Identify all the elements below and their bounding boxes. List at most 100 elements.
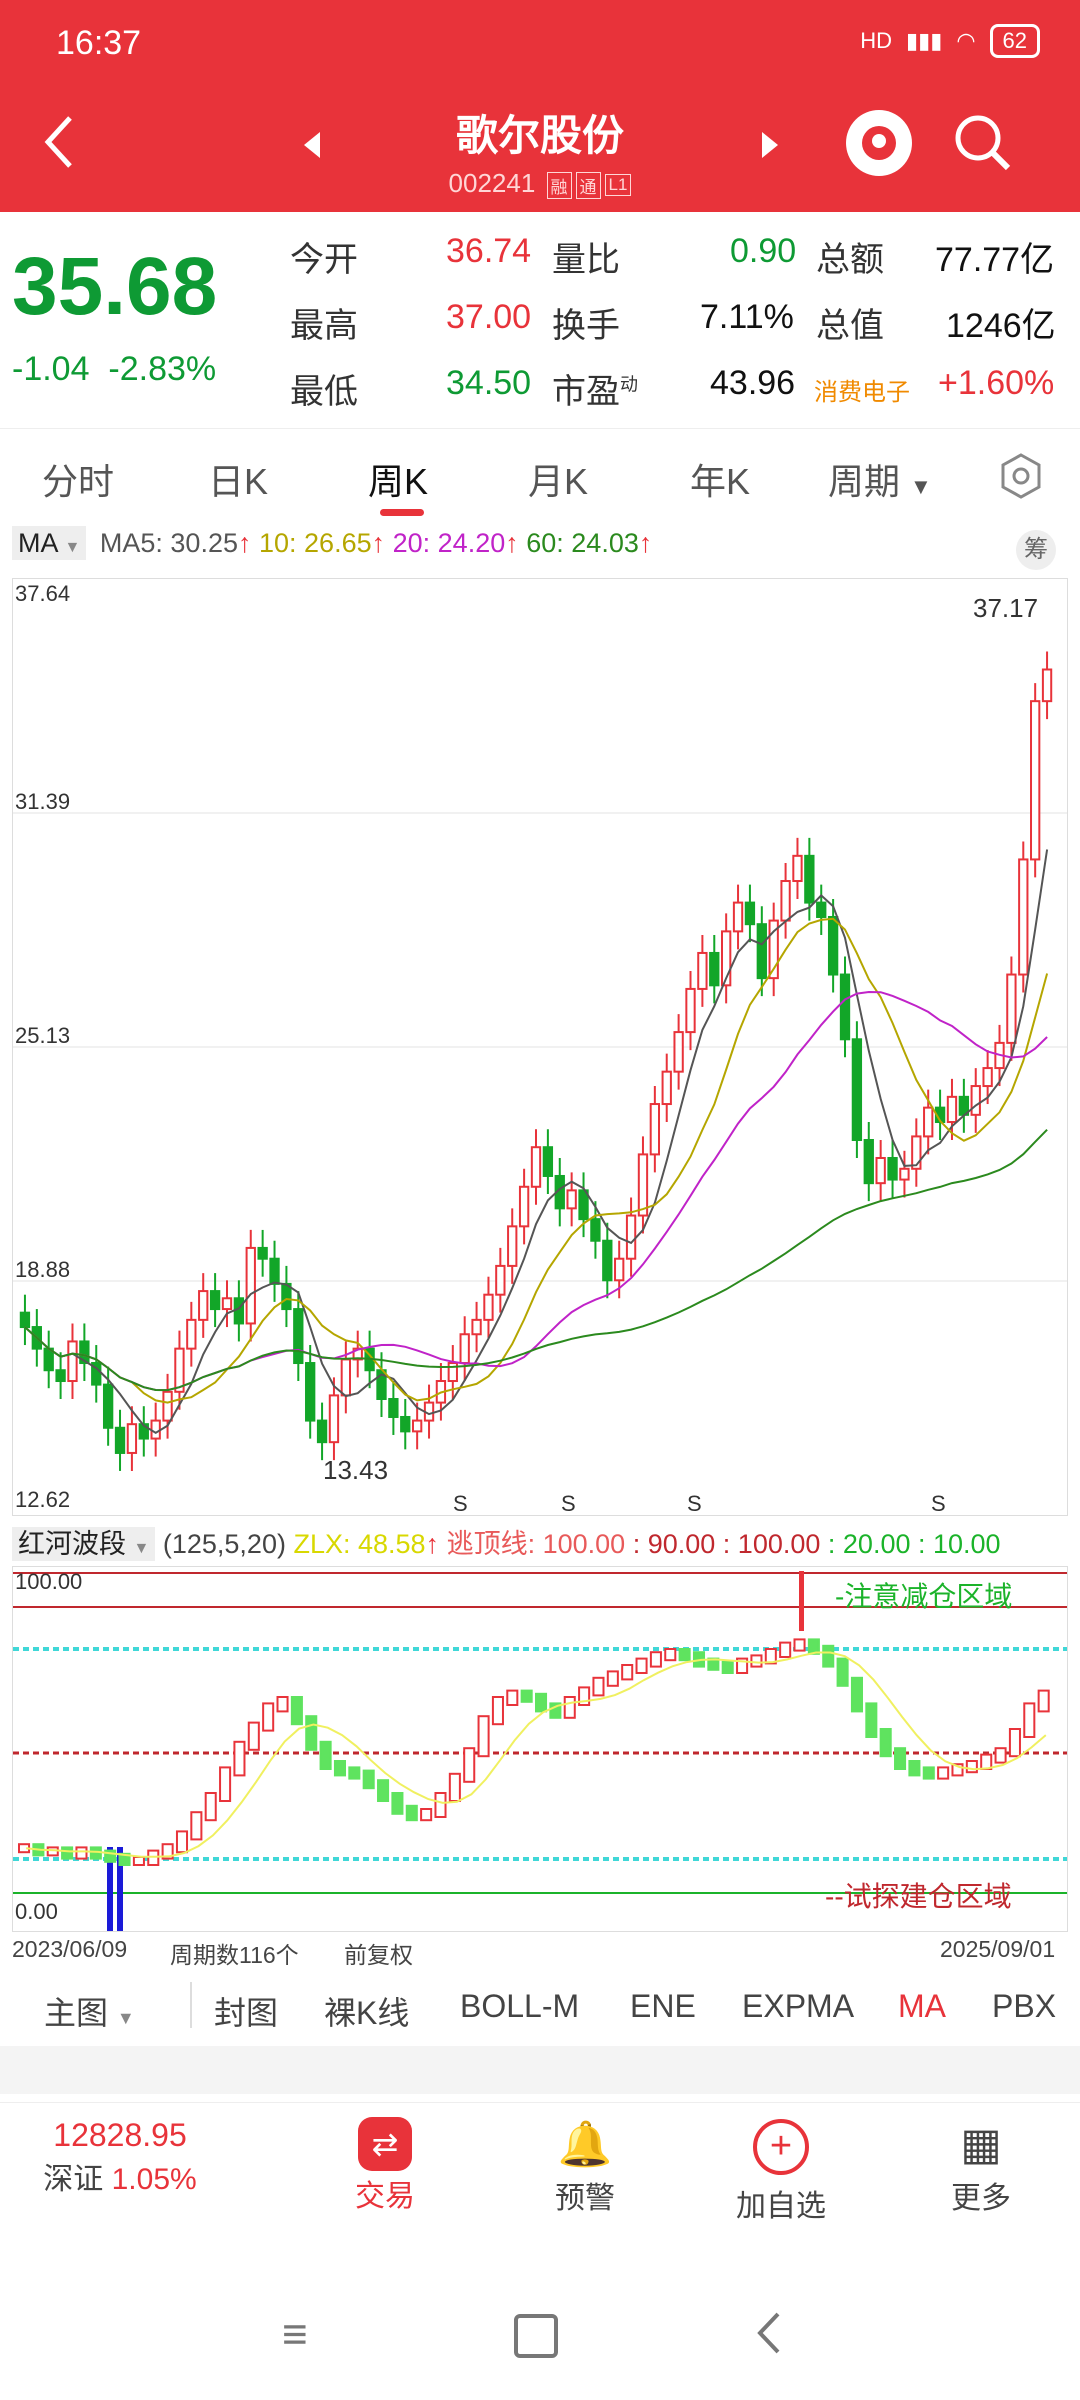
indicator-bar [491,1696,504,1726]
tab-intraday[interactable]: 分时 [42,461,115,502]
nav-alert[interactable]: 🔔 预警 [530,2117,640,2217]
indicator-bar [850,1676,863,1713]
indicator-bar [262,1702,275,1732]
candle-body [316,1419,328,1444]
indicator-bar [377,1779,390,1802]
indicator-bar [635,1657,648,1674]
ma-selector[interactable]: MA ▼ [12,526,87,560]
settings-hex-icon[interactable] [996,451,1046,501]
nav-trade[interactable]: ⇄ 交易 [330,2117,440,2215]
indicator-bar [104,1849,117,1863]
indicator-bar [721,1660,734,1675]
tab-boll[interactable]: BOLL-M [460,1988,580,2024]
prev-stock-icon[interactable] [300,130,324,160]
up-arrow-icon: ↑ [371,528,386,558]
candle-body [863,1139,874,1185]
ma60-value: 60: 24.03 [526,528,639,558]
ma5-value: MA5: 30.25 [99,528,238,558]
sell-signal: S [687,1491,702,1516]
candle-body [411,1419,423,1433]
connect-tag: 通 [575,171,601,199]
index-ticker[interactable]: 12828.95 深证 1.05% [40,2117,200,2198]
candle-body [174,1347,185,1393]
candle-body [982,1067,993,1088]
tab-yearly[interactable]: 年K [690,461,751,502]
menu-icon[interactable]: ≡ [282,2310,308,2359]
indicator-bar [865,1702,878,1738]
status-time: 16:37 [56,24,142,62]
indicator-bar [563,1696,576,1719]
start-date: 2023/06/09 [12,1936,128,1962]
indicator-selector[interactable]: 红河波段 ▼ [12,1527,156,1561]
tab-expma[interactable]: EXPMA [742,1988,855,2024]
tab-naked-k[interactable]: 裸K线 [324,1995,410,2031]
tab-pbx[interactable]: PBX [992,1988,1057,2024]
candle-body [542,1146,554,1177]
up-arrow-icon: ↑ [237,528,252,558]
tab-ene[interactable]: ENE [630,1988,696,2024]
candle-body [673,1031,684,1073]
indicator-bar [434,1792,447,1818]
back-nav-icon[interactable] [754,2310,784,2356]
candle-body [709,951,720,987]
indicator-legend: 红河波段 ▼ (125,5,20) ZLX: 48.58↑ 逃顶线: 100.0… [12,1522,1001,1561]
back-icon[interactable] [40,112,80,172]
turnover-label: 换手 [552,307,620,345]
line100-value: : 100.00 [722,1529,821,1559]
sell-signal: S [561,1491,576,1516]
next-stock-icon[interactable] [758,130,782,160]
mascot-icon[interactable] [846,110,912,176]
line10-value: : 10.00 [918,1529,1001,1559]
indicator-bar [190,1811,203,1841]
kline-chart[interactable]: 37.64 31.39 25.13 18.88 12.62 37.17 13.4… [12,578,1068,1516]
candle-body [1006,973,1017,1044]
mcap-label: 总值 [816,307,884,345]
change-value: -1.04 [12,350,90,388]
sector-label[interactable]: 消费电子 [814,379,910,406]
pe-label-text: 市盈 [552,373,620,411]
tab-main-chart[interactable]: 主图 ▼ [44,1988,135,2034]
tab-period[interactable]: 周期 ▼ [828,453,932,505]
tab-daily[interactable]: 日K [208,461,269,502]
indicator-bar [908,1760,921,1777]
indicator-bar [664,1648,677,1662]
ma-line-60 [24,1128,1048,1392]
candle-body [839,973,851,1041]
indicator-bar [463,1747,476,1783]
candle-body [459,1333,470,1365]
candle-body [269,1257,280,1285]
nav-more[interactable]: ▦ 更多 [926,2117,1036,2217]
indicator-bar [506,1689,519,1706]
indicator-bar [922,1766,935,1780]
indicator-bar [836,1657,849,1687]
candle-body [340,1358,351,1397]
tab-monthly[interactable]: 月K [528,461,589,502]
volume-ratio-label: 量比 [552,241,620,279]
tab-weekly[interactable]: 周K [368,461,429,502]
candle-body [792,854,803,883]
candle-body [827,915,839,976]
open-value: 36.74 [446,232,532,270]
indicator-bar [118,1852,131,1866]
candle-body [233,1297,245,1325]
indicator-params: (125,5,20) [162,1529,286,1559]
indicator-bar [822,1644,835,1668]
indicator-bar [793,1638,806,1652]
indicator-chart[interactable]: 100.00 0.00 -注意减仓区域 --试探建仓区域 [12,1566,1068,1932]
tab-seal-chart[interactable]: 封图 [214,1995,279,2031]
adjust-mode[interactable]: 前复权 [344,1942,413,1968]
indicator-bar [937,1766,950,1780]
candle-body [697,951,708,990]
indicator-bar [290,1696,303,1726]
chip-button[interactable]: 筹 [1016,530,1056,570]
buy-marker [107,1847,113,1931]
home-icon[interactable] [514,2314,558,2358]
nav-add-watchlist[interactable]: + 加自选 [716,2117,846,2225]
max-price-label: 37.17 [973,593,1039,623]
y-tick: 25.13 [15,1023,71,1048]
indicator-bar [520,1689,533,1703]
tab-ma[interactable]: MA [898,1988,946,2024]
high-label: 最高 [290,307,358,345]
indicator-bar [678,1648,691,1662]
search-icon[interactable] [950,110,1014,174]
